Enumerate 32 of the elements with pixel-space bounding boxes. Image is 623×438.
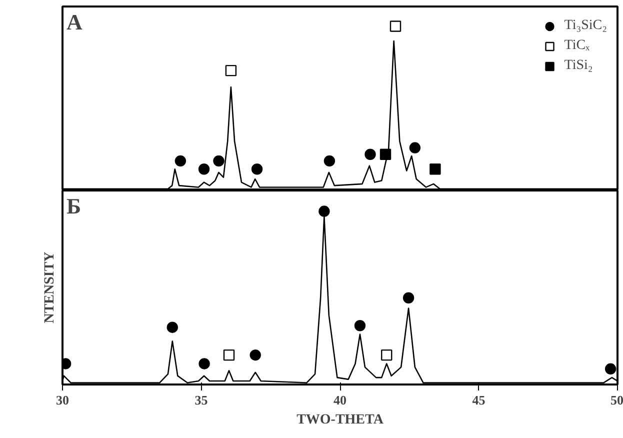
- point: [166, 322, 178, 333]
- x-axis-title: TWO-THETA: [296, 412, 384, 428]
- point: [390, 20, 402, 32]
- x-tick-label: 40: [334, 392, 346, 408]
- point: [198, 358, 210, 370]
- annotation: A: [66, 10, 82, 34]
- legend-label: Ti₃SiC₂: [564, 18, 607, 34]
- x-tick-label: 30: [56, 392, 69, 408]
- point: [381, 349, 392, 361]
- annotation: Б: [66, 194, 82, 218]
- point: [318, 206, 330, 217]
- point: [364, 148, 376, 160]
- point: [223, 349, 235, 361]
- point: [225, 64, 237, 76]
- point: [250, 349, 261, 361]
- point: [198, 164, 210, 175]
- legend-label: TiSi₂: [564, 58, 593, 74]
- legend-label: TiCₓ: [564, 38, 590, 54]
- point: [402, 292, 414, 304]
- x-tick-label: 45: [472, 392, 486, 408]
- y-axis-title: NTENSITY: [42, 252, 58, 324]
- point: [380, 148, 392, 160]
- point: [604, 363, 616, 374]
- x-tick-label: 35: [194, 392, 208, 408]
- point: [430, 164, 441, 175]
- point: [251, 164, 263, 175]
- point: [354, 320, 366, 332]
- x-tick-label: 50: [610, 392, 623, 408]
- point: [409, 142, 421, 154]
- point: [324, 155, 336, 167]
- point: [174, 155, 186, 167]
- point: [213, 155, 224, 167]
